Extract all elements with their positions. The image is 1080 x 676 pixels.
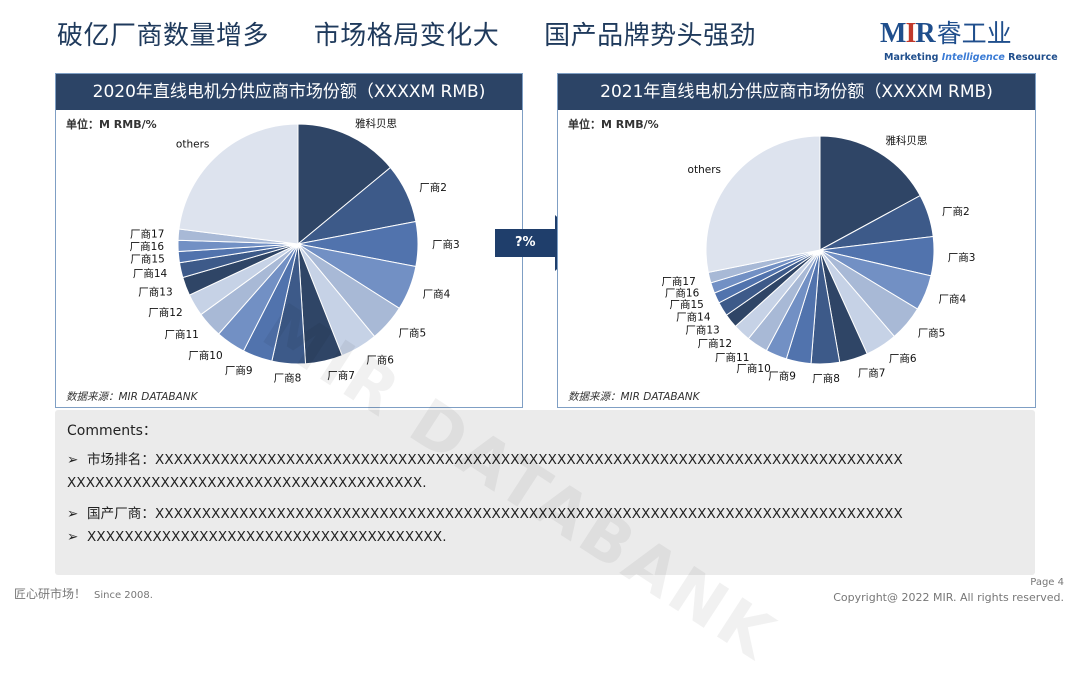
pie-label: 厂商15 <box>130 253 164 266</box>
logo-tagline: Marketing Intelligence Resource <box>884 52 1058 63</box>
pie-label: 厂商7 <box>858 366 886 379</box>
pie-label: others <box>176 138 209 150</box>
pie-label: 厂商3 <box>432 238 460 251</box>
pie-label: 厂商5 <box>399 327 427 340</box>
pie-label: 厂商14 <box>133 267 168 280</box>
pie-label: 厂商8 <box>274 372 302 385</box>
comment-line-3: ➢ 国产厂商：XXXXXXXXXXXXXXXXXXXXXXXXXXXXXXXXXX… <box>67 506 903 522</box>
growth-arrow-label: ?% <box>515 235 536 250</box>
mir-logo: MIR睿工业 Marketing Intelligence Resource <box>880 14 1058 64</box>
pie-label: 厂商15 <box>669 298 703 311</box>
comment-line-4: ➢ XXXXXXXXXXXXXXXXXXXXXXXXXXXXXXXXXXXXXX. <box>67 529 447 545</box>
copyright: Copyright@ 2022 MIR. All rights reserved… <box>833 591 1064 604</box>
pie-label: 厂商9 <box>768 370 796 383</box>
pie-label: 厂商17 <box>130 227 164 240</box>
pie-label: 厂商9 <box>225 364 253 377</box>
pie-label: 厂商2 <box>419 181 447 194</box>
chart-source-2020: 数据来源：MIR DATABANK <box>66 391 198 403</box>
chart-unit-2021: 单位：M RMB/% <box>568 118 659 131</box>
pie-label: 厂商13 <box>685 324 719 337</box>
chart-title-2021: 2021年直线电机分供应商市场份额（XXXXM RMB) <box>558 74 1035 110</box>
chart-title-2020: 2020年直线电机分供应商市场份额（XXXXM RMB) <box>56 74 522 110</box>
title-part-1: 破亿厂商数量增多 <box>57 21 270 51</box>
pie-label: 雅科贝思 <box>355 117 397 130</box>
pie-label: 厂商12 <box>698 337 732 350</box>
pie-label: 厂商6 <box>889 352 917 365</box>
pie-label: 厂商4 <box>423 287 451 300</box>
logo-mark: MIR <box>880 18 936 49</box>
title-part-3: 国产品牌势头强劲 <box>544 21 757 51</box>
pie-slice <box>819 135 921 251</box>
pie-slice <box>705 135 821 273</box>
chart-panel-2021: 2021年直线电机分供应商市场份额（XXXXM RMB) 单位：M RMB/% … <box>557 73 1036 408</box>
pie-label: 厂商14 <box>676 310 711 323</box>
comments-box: Comments： ➢ 市场排名：XXXXXXXXXXXXXXXXXXXXXXXX… <box>55 410 1035 575</box>
footer-slogan: 匠心研市场！ Since 2008. <box>14 587 153 601</box>
pie-label: 厂商3 <box>948 251 976 264</box>
comment-line-1: ➢ 市场排名：XXXXXXXXXXXXXXXXXXXXXXXXXXXXXXXXXX… <box>67 452 903 468</box>
pie-slice <box>297 123 392 246</box>
comment-line-2: XXXXXXXXXXXXXXXXXXXXXXXXXXXXXXXXXXXXXX. <box>67 475 427 491</box>
pie-slice <box>178 123 299 245</box>
page-title: 破亿厂商数量增多 市场格局变化大 国产品牌势头强劲 <box>57 15 792 52</box>
pie-label: 厂商12 <box>148 306 182 319</box>
pie-label: 厂商5 <box>918 327 946 340</box>
pie-label: 厂商6 <box>366 353 394 366</box>
pie-label: 厂商10 <box>188 349 222 362</box>
pie-label: 厂商11 <box>715 351 749 364</box>
bullet-icon: ➢ <box>67 452 79 468</box>
pie-label: 厂商10 <box>736 362 770 375</box>
pie-label: 厂商16 <box>130 240 165 253</box>
pie-label: 厂商16 <box>665 287 700 300</box>
bullet-icon: ➢ <box>67 506 79 522</box>
page-number: Page 4 <box>1030 577 1064 588</box>
pie-label: 厂商17 <box>661 275 695 288</box>
pie-label: 雅科贝思 <box>885 134 927 147</box>
chart-source-2021: 数据来源：MIR DATABANK <box>568 391 700 403</box>
title-part-2: 市场格局变化大 <box>313 21 500 51</box>
pie-label: 厂商11 <box>165 328 199 341</box>
comments-heading: Comments： <box>67 423 157 439</box>
pie-label: 厂商13 <box>138 285 172 298</box>
pie-label: 厂商4 <box>939 292 967 305</box>
logo-cn: 睿工业 <box>936 19 1012 48</box>
pie-label: 厂商2 <box>942 205 970 218</box>
chart-panel-2020: 2020年直线电机分供应商市场份额（XXXXM RMB) 单位：M RMB/% … <box>55 73 523 408</box>
chart-unit-2020: 单位：M RMB/% <box>66 118 157 131</box>
pie-label: 厂商7 <box>327 369 355 382</box>
pie-label: others <box>688 164 721 176</box>
pie-label: 厂商8 <box>812 372 840 385</box>
bullet-icon: ➢ <box>67 529 79 545</box>
